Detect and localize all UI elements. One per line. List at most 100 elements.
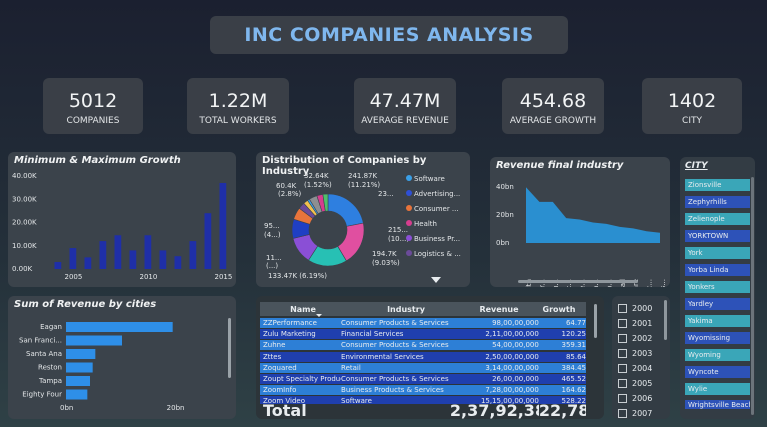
y-tick-label: 0.00K bbox=[12, 265, 33, 273]
city-option[interactable]: York bbox=[685, 247, 750, 259]
city-revenue-bar[interactable] bbox=[66, 376, 90, 386]
checkbox[interactable] bbox=[618, 364, 627, 373]
checkbox[interactable] bbox=[618, 304, 627, 313]
legend-entry[interactable]: Consumer ... bbox=[414, 205, 459, 213]
vertical-scrollbar[interactable] bbox=[228, 318, 231, 378]
col-header-industry[interactable]: Industry bbox=[387, 304, 425, 314]
city-revenue-bar[interactable] bbox=[66, 335, 122, 346]
table-row[interactable]: Zuhne Consumer Products & Services 54,00,0… bbox=[260, 340, 586, 351]
legend-entry[interactable]: Business Pr... bbox=[414, 235, 460, 243]
city-scrollbar[interactable] bbox=[751, 177, 754, 415]
city-label: Yardley bbox=[688, 300, 714, 308]
growth-bar[interactable] bbox=[219, 182, 227, 269]
growth-bar[interactable] bbox=[159, 250, 167, 269]
donut-data-label: 60.4K bbox=[276, 182, 297, 190]
city-label: Eagan bbox=[40, 323, 62, 331]
horizontal-scrollbar[interactable] bbox=[518, 280, 638, 283]
city-option[interactable]: Wyoming bbox=[685, 349, 750, 361]
city-option[interactable]: Wyomissing bbox=[685, 332, 750, 344]
year-option[interactable]: 2001 bbox=[618, 319, 652, 328]
city-revenue-bar[interactable] bbox=[66, 389, 88, 400]
growth-bar[interactable] bbox=[69, 248, 77, 269]
col-header-growth[interactable]: Growth bbox=[542, 304, 576, 314]
cell-name: Zuhne bbox=[263, 341, 286, 350]
cell-growth: 465.52 bbox=[561, 375, 587, 383]
legend-scroll-down-icon[interactable] bbox=[431, 277, 441, 283]
table-row[interactable]: Zulu Marketing Financial Services 2,11,00,… bbox=[260, 329, 586, 340]
checkbox[interactable] bbox=[618, 334, 627, 343]
growth-bar[interactable] bbox=[99, 241, 107, 269]
city-revenue-bar[interactable] bbox=[66, 349, 96, 359]
year-scrollbar[interactable] bbox=[664, 300, 667, 340]
legend-marker bbox=[406, 190, 412, 196]
growth-bar[interactable] bbox=[204, 213, 212, 269]
col-header-revenue[interactable]: Revenue bbox=[479, 304, 519, 314]
table-row[interactable]: Zoupt Specialty ProductsConsumer Product… bbox=[260, 374, 586, 384]
table-row[interactable]: Zoom Video Software 15,15,00,00,000 528.22 bbox=[260, 396, 586, 407]
legend-entry[interactable]: Logistics & ... bbox=[414, 250, 461, 258]
cell-growth: 164.62 bbox=[561, 386, 587, 395]
year-option[interactable]: 2006 bbox=[618, 394, 652, 403]
donut-slice[interactable] bbox=[327, 193, 364, 227]
companies-table: Name Industry Revenue Growth ZZPerforman… bbox=[256, 296, 604, 420]
year-option[interactable]: 2000 bbox=[618, 304, 652, 313]
city-option[interactable]: Wrightsville Beach bbox=[685, 400, 750, 409]
city-label: Wyoming bbox=[688, 351, 721, 359]
growth-bar[interactable] bbox=[189, 241, 197, 269]
city-option[interactable]: Yonkers bbox=[685, 281, 750, 293]
checkbox[interactable] bbox=[618, 349, 627, 358]
legend-entry[interactable]: Software bbox=[414, 175, 445, 183]
city-option[interactable]: Wylie bbox=[685, 383, 750, 395]
city-option[interactable]: Zephyrhills bbox=[685, 196, 750, 208]
city-label: Eighty Four bbox=[22, 391, 62, 399]
checkbox[interactable] bbox=[618, 319, 627, 328]
table-row[interactable]: ZZPerformance Consumer Products & Service… bbox=[260, 318, 586, 328]
checkbox[interactable] bbox=[618, 394, 627, 403]
growth-bar[interactable] bbox=[174, 256, 182, 269]
donut-slice[interactable] bbox=[322, 193, 329, 212]
city-option[interactable]: Yorba Linda bbox=[685, 264, 750, 276]
city-slicer: CITY Zionsville Zephyrhills Zelienople YORK… bbox=[680, 157, 755, 419]
legend-entry[interactable]: Health bbox=[414, 220, 437, 228]
table-row[interactable]: Zoquared Retail 3,14,00,00,000 384.45 bbox=[260, 362, 586, 373]
donut-data-label: 133.47K (6.19%) bbox=[268, 272, 327, 280]
col-header-name[interactable]: Name bbox=[290, 304, 316, 314]
revenue-area[interactable] bbox=[526, 187, 660, 243]
year-option[interactable]: 2003 bbox=[618, 349, 652, 358]
table-header: Name Industry Revenue Growth bbox=[260, 302, 586, 316]
table-scrollbar[interactable] bbox=[594, 304, 597, 338]
year-option[interactable]: 2004 bbox=[618, 364, 652, 373]
city-option[interactable]: Zelienople bbox=[685, 213, 750, 225]
growth-chart-panel: Minimum & Maximum Growth 40.00K 30.00K 20.… bbox=[8, 152, 236, 287]
legend-entry[interactable]: Advertising... bbox=[414, 190, 460, 198]
city-option[interactable]: Yakima bbox=[685, 315, 750, 327]
checkbox[interactable] bbox=[618, 379, 627, 388]
table-row[interactable]: Zttes Environmental Services 2,50,00,00,00… bbox=[260, 351, 587, 362]
year-option[interactable]: 2007 bbox=[618, 409, 652, 418]
growth-bar[interactable] bbox=[144, 235, 152, 269]
city-option[interactable]: Zionsville bbox=[685, 179, 750, 191]
growth-bar[interactable] bbox=[54, 262, 62, 269]
city-option[interactable]: YORKTOWN bbox=[685, 230, 750, 242]
sort-arrow-icon[interactable] bbox=[316, 314, 322, 317]
checkbox[interactable] bbox=[618, 409, 627, 418]
growth-bar[interactable] bbox=[114, 235, 122, 269]
city-label: York bbox=[688, 249, 703, 257]
cell-growth: 85.64 bbox=[565, 352, 587, 361]
cell-growth: 64.77 bbox=[565, 319, 587, 327]
year-option[interactable]: 2002 bbox=[618, 334, 652, 343]
city-option[interactable]: Wyncote bbox=[685, 366, 750, 378]
year-option[interactable]: 2005 bbox=[618, 379, 652, 388]
cell-industry: Business Products & Services bbox=[341, 386, 444, 395]
total-label: Total bbox=[263, 400, 307, 420]
growth-bar[interactable] bbox=[129, 250, 137, 269]
table-row[interactable]: ZoomInfo Business Products & Services 7,28… bbox=[260, 385, 587, 396]
cell-name: ZZPerformance bbox=[263, 319, 317, 327]
city-revenue-bar[interactable] bbox=[66, 362, 93, 373]
city-revenue-bar[interactable] bbox=[66, 322, 173, 332]
industry-chart-panel: Distribution of Companies by Industry 32… bbox=[256, 152, 470, 287]
growth-bar[interactable] bbox=[84, 257, 92, 269]
revenue-industry-chart: 40bn20bn0bnHealthConstr...Consu...Logist… bbox=[496, 183, 667, 287]
kpi-value: 1.22M bbox=[208, 90, 268, 112]
city-option[interactable]: Yardley bbox=[685, 298, 750, 310]
